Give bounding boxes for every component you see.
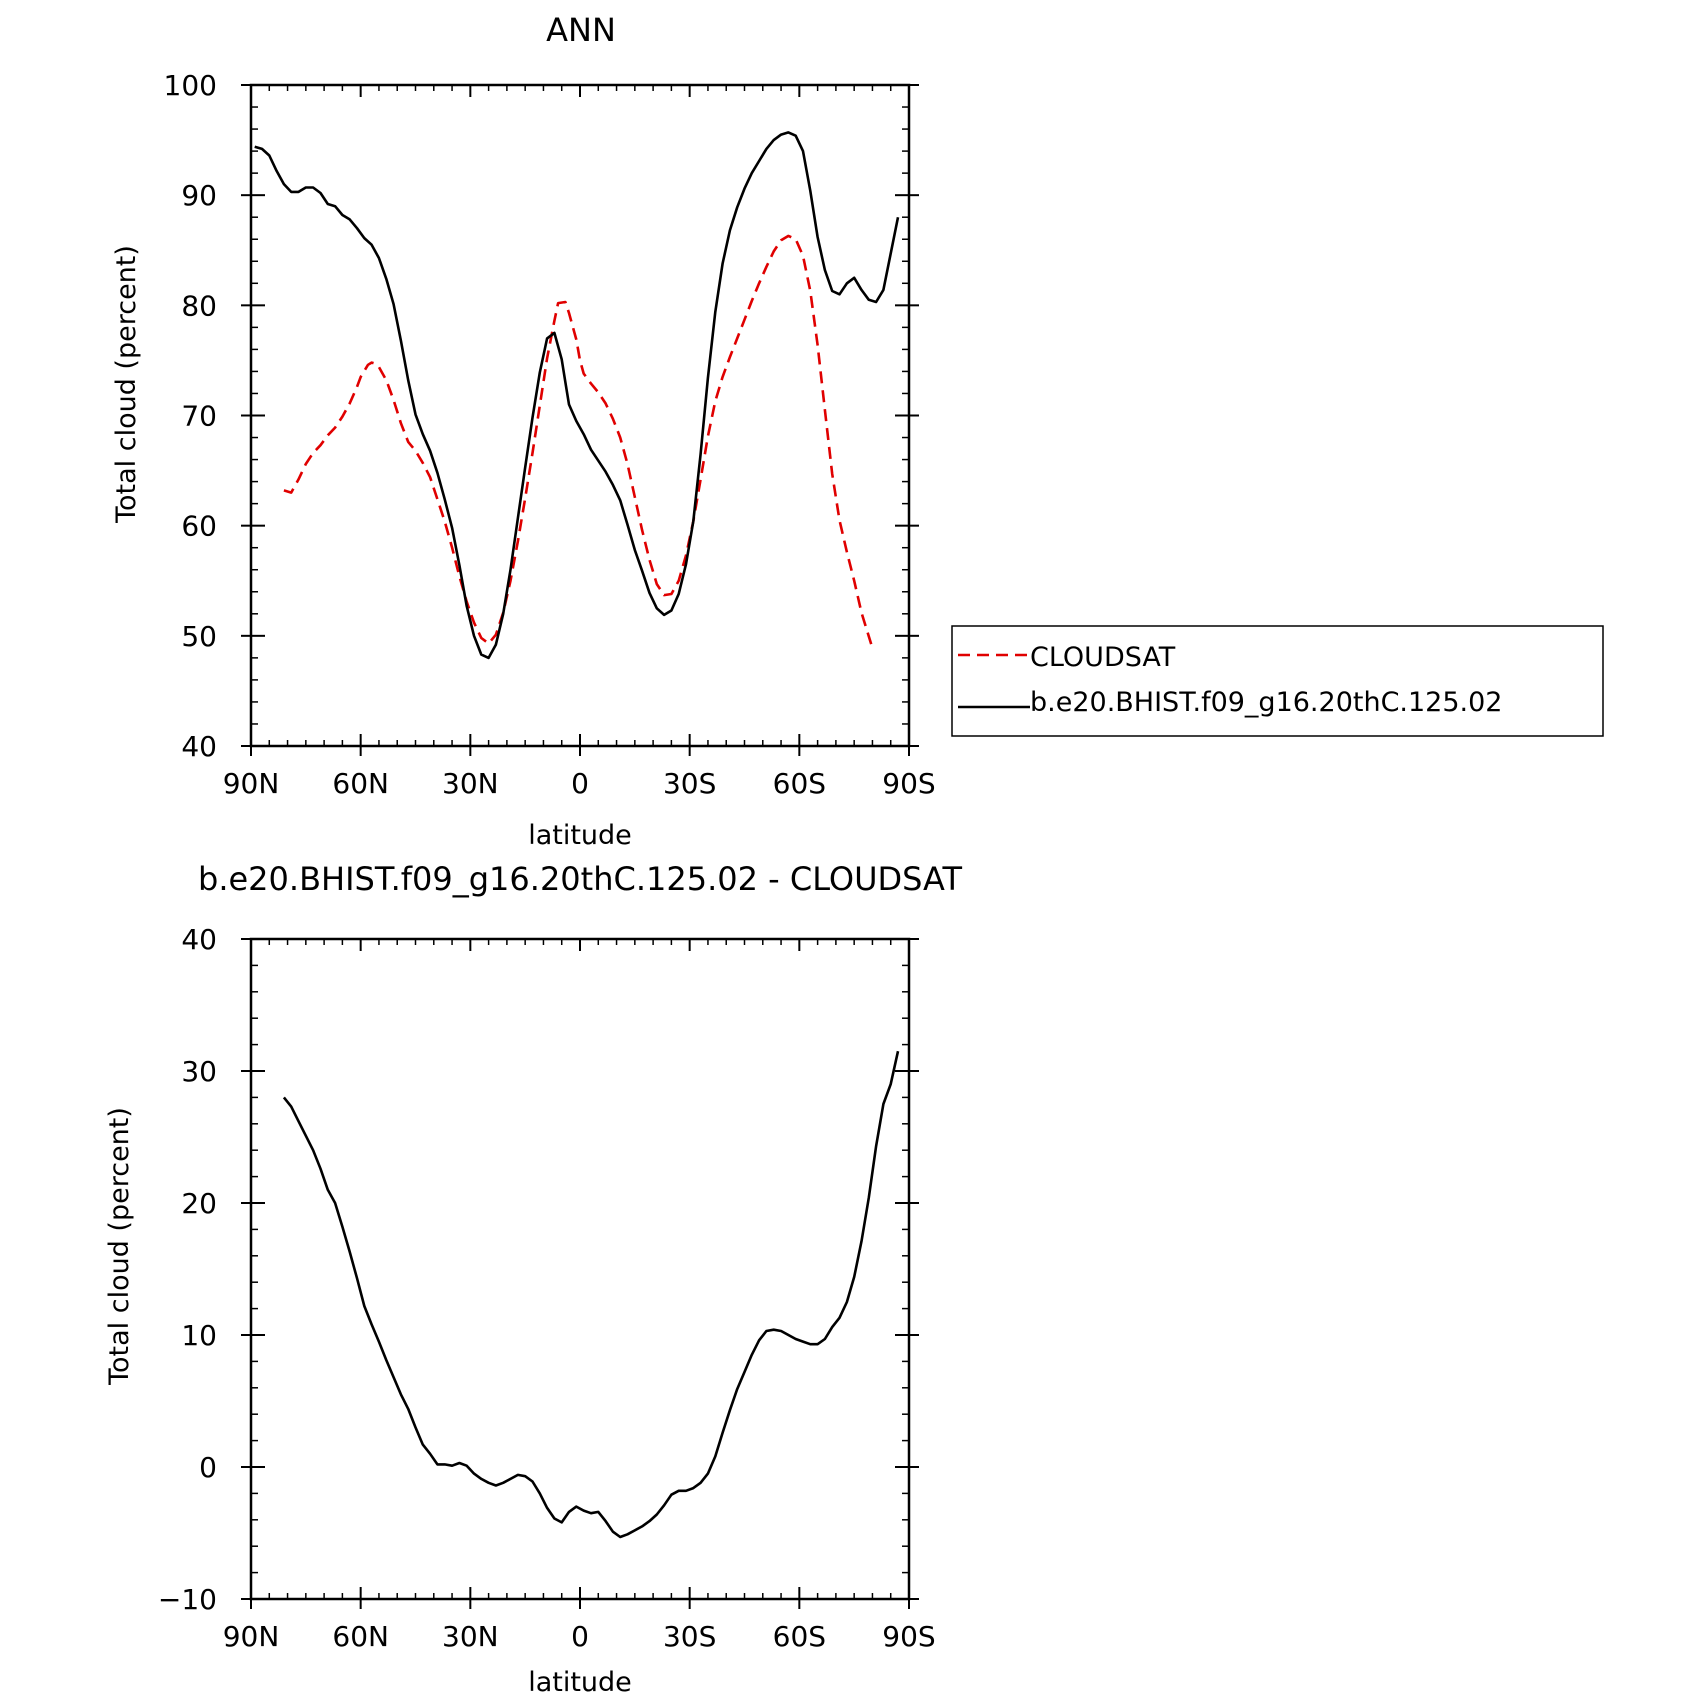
bottom-x-tick-label: 60S — [773, 1620, 826, 1653]
bottom-data-lines — [282, 1050, 900, 1539]
top-panel: ANN Total cloud (percent) latitude 90N 60… — [111, 11, 1604, 851]
top-x-tick-label: 30S — [663, 767, 716, 800]
bottom-panel: b.e20.BHIST.f09_g16.20thC.125.02 - CLOUD… — [104, 860, 962, 1697]
bottom-y-tick-label: 20 — [181, 1187, 217, 1220]
bottom-x-tick-label: 90S — [882, 1620, 935, 1653]
bottom-plot-frame — [249, 937, 911, 1601]
bottom-x-tick-label: 60N — [332, 1620, 389, 1653]
legend-label-cloudsat: CLOUDSAT — [1030, 642, 1176, 673]
bottom-y-tick-label: 10 — [181, 1319, 217, 1352]
bottom-series-line-0 — [282, 1050, 900, 1539]
bottom-chart-title: b.e20.BHIST.f09_g16.20thC.125.02 - CLOUD… — [198, 860, 962, 898]
legend-box — [951, 625, 1604, 737]
top-y-tick-label: 70 — [181, 400, 217, 433]
top-series-line-0 — [283, 234, 874, 649]
bottom-x-tick-label: 0 — [571, 1620, 589, 1653]
bottom-y-tick-label: 40 — [181, 923, 217, 956]
top-chart-title: ANN — [546, 11, 616, 49]
top-y-tick-label: 50 — [181, 620, 217, 653]
top-y-axis-label: Total cloud (percent) — [111, 245, 142, 524]
bottom-y-tick-label: −10 — [158, 1583, 217, 1616]
top-data-lines — [254, 131, 900, 660]
bottom-x-tick-label: 30N — [442, 1620, 499, 1653]
top-x-tick-label: 0 — [571, 767, 589, 800]
top-y-tick-label: 40 — [181, 730, 217, 763]
bottom-y-tick-label: 30 — [181, 1055, 217, 1088]
top-x-axis-label: latitude — [528, 820, 632, 851]
top-axis-ticks: 90N 60N 30N 0 30S 60S 90S 40 50 60 70 80 90 100 — [164, 69, 936, 800]
legend-label-model: b.e20.BHIST.f09_g16.20thC.125.02 — [1030, 687, 1502, 718]
bottom-y-axis-label: Total cloud (percent) — [104, 1107, 135, 1386]
top-x-tick-label: 60N — [332, 767, 389, 800]
top-x-tick-label: 30N — [442, 767, 499, 800]
bottom-y-tick-label: 0 — [199, 1451, 217, 1484]
top-y-tick-label: 90 — [181, 179, 217, 212]
top-y-tick-label: 100 — [164, 69, 217, 102]
top-x-tick-label: 90S — [882, 767, 935, 800]
legend: CLOUDSAT b.e20.BHIST.f09_g16.20thC.125.0… — [951, 625, 1604, 737]
bottom-axis-ticks: 90N 60N 30N 0 30S 60S 90S −10 0 10 20 30 40 — [158, 923, 936, 1653]
top-x-tick-label: 60S — [773, 767, 826, 800]
bottom-x-tick-label: 90N — [223, 1620, 280, 1653]
top-x-tick-label: 90N — [223, 767, 280, 800]
bottom-x-tick-label: 30S — [663, 1620, 716, 1653]
top-y-tick-label: 80 — [181, 289, 217, 322]
top-plot-frame — [249, 83, 911, 748]
top-series-line-1 — [254, 131, 900, 660]
bottom-x-axis-label: latitude — [528, 1667, 632, 1697]
top-y-tick-label: 60 — [181, 510, 217, 543]
